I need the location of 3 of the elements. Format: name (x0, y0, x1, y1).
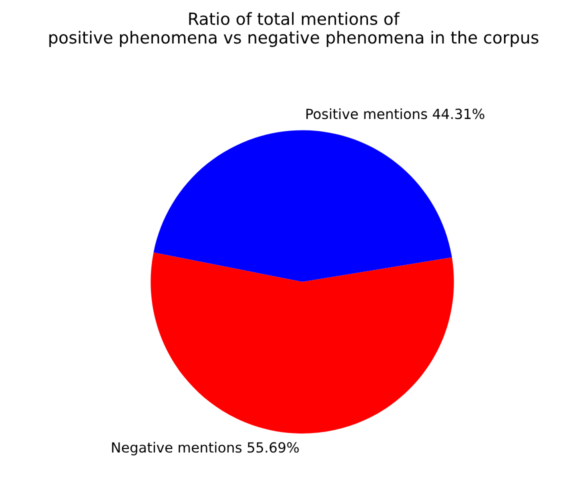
slice-label: Positive mentions 44.31% (306, 108, 484, 120)
slice-label: Negative mentions 55.69% (112, 442, 299, 456)
chart-title: Ratio of total mentions of positive phenomena vs negative phenomena in the corpus (49, 12, 538, 47)
